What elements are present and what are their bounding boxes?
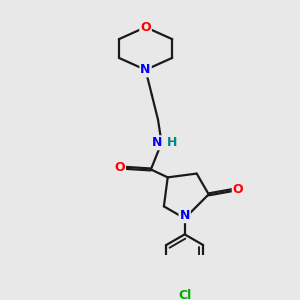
Text: N: N [179,209,190,222]
Text: O: O [140,21,151,34]
Text: H: H [167,136,177,149]
Text: O: O [233,183,243,196]
Text: O: O [115,161,125,174]
Text: N: N [140,63,151,76]
Text: N: N [152,136,162,149]
Text: Cl: Cl [178,289,191,300]
